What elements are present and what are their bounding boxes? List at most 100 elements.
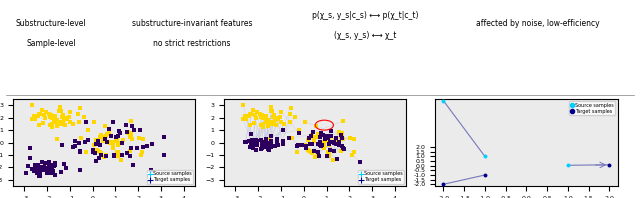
Point <box>261 117 271 120</box>
Point <box>109 154 119 157</box>
Point <box>29 169 39 173</box>
Point <box>251 141 261 144</box>
Point <box>101 134 111 137</box>
Point <box>480 155 490 158</box>
Point <box>75 168 85 171</box>
Point <box>59 162 69 165</box>
Point <box>93 139 104 142</box>
Point <box>46 171 56 174</box>
Point <box>252 139 262 142</box>
Point <box>70 145 80 148</box>
Point <box>122 131 132 134</box>
Point <box>257 146 268 149</box>
Point <box>98 139 108 142</box>
Point <box>248 146 259 149</box>
Point <box>239 140 250 143</box>
Point <box>33 164 44 167</box>
Point <box>563 164 573 167</box>
Point <box>266 139 276 142</box>
Point <box>279 123 289 126</box>
Point <box>80 140 90 143</box>
Point <box>284 137 294 140</box>
Point <box>79 116 89 119</box>
Point <box>272 137 282 141</box>
Point <box>337 137 347 140</box>
Point <box>287 137 297 140</box>
Point <box>142 144 152 148</box>
Point <box>127 124 137 127</box>
Point <box>34 174 44 177</box>
Point <box>258 122 268 125</box>
Point <box>316 132 326 135</box>
Point <box>307 136 317 139</box>
Point <box>83 128 93 131</box>
Point <box>275 115 285 118</box>
Point <box>42 169 52 172</box>
Point <box>120 124 131 127</box>
Point <box>286 107 296 110</box>
Point <box>273 144 284 147</box>
Point <box>308 131 318 134</box>
Point <box>50 121 60 124</box>
Point <box>56 109 66 113</box>
Point <box>309 137 319 140</box>
Point <box>56 122 66 125</box>
Point <box>63 115 74 118</box>
Point <box>58 122 68 125</box>
Point <box>57 143 67 146</box>
Point <box>257 113 268 116</box>
Point <box>75 107 85 110</box>
Point <box>68 145 78 148</box>
Point <box>99 136 109 139</box>
Point <box>39 114 49 117</box>
Point <box>303 148 313 152</box>
Point <box>33 115 44 118</box>
Point <box>108 144 118 147</box>
Point <box>40 116 50 119</box>
Point <box>265 141 275 144</box>
Point <box>310 155 321 158</box>
Point <box>92 139 102 142</box>
Point <box>159 153 170 156</box>
Point <box>261 121 271 124</box>
Point <box>47 115 57 118</box>
Point <box>292 150 303 153</box>
Point <box>438 99 449 102</box>
Point <box>272 141 282 144</box>
Point <box>47 116 57 119</box>
Point <box>336 134 346 137</box>
Point <box>27 167 37 170</box>
Point <box>44 161 54 164</box>
Point <box>264 148 275 151</box>
Point <box>275 115 285 118</box>
Point <box>296 144 307 147</box>
Point <box>135 129 145 132</box>
Point <box>309 149 319 153</box>
Point <box>113 144 124 147</box>
Point <box>74 149 84 152</box>
Point <box>319 144 329 147</box>
Point <box>260 140 271 143</box>
Point <box>269 113 280 117</box>
Point <box>36 108 47 111</box>
Point <box>438 183 449 186</box>
Point <box>34 112 44 115</box>
Point <box>93 149 103 153</box>
Point <box>260 115 271 118</box>
Point <box>245 112 255 115</box>
Point <box>276 110 286 114</box>
Point <box>117 153 127 156</box>
Point <box>56 120 67 123</box>
Point <box>24 146 35 149</box>
Point <box>41 110 51 114</box>
Point <box>100 155 111 158</box>
Point <box>65 110 75 114</box>
Point <box>76 137 86 140</box>
Point <box>126 120 136 123</box>
Point <box>108 120 118 123</box>
Point <box>43 171 53 174</box>
Point <box>300 120 310 123</box>
Point <box>257 141 268 144</box>
Point <box>81 121 92 124</box>
Point <box>337 131 347 135</box>
